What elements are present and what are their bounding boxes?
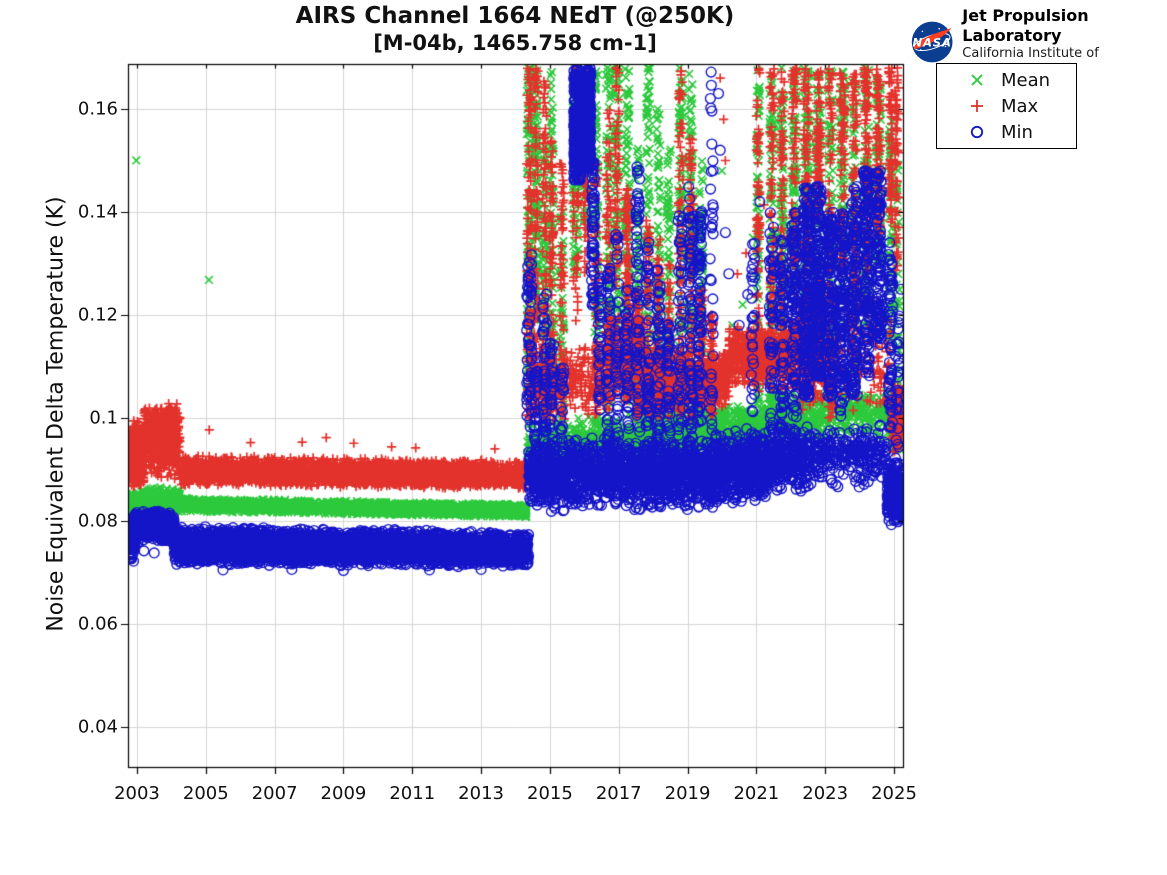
legend-item-max: Max [937,93,1076,119]
legend-marker [965,68,989,92]
x-tick-label: 2003 [114,783,160,804]
legend-marker [965,94,989,118]
y-tick-label: 0.08 [77,510,118,532]
legend-label: Max [1001,95,1039,117]
x-tick-label: 2013 [458,783,504,804]
x-tick-label: 2017 [595,783,642,804]
chart-subtitle: [M-04b, 1465.758 cm-1] [373,31,657,55]
x-tick-label: 2007 [251,783,298,804]
legend-item-mean: Mean [937,67,1076,93]
nasa-logo-icon: NASA [911,21,953,63]
x-tick-label: 2025 [871,783,917,804]
y-axis-label: Noise Equivalent Delta Temperature (K) [43,195,69,632]
x-tick-label: 2011 [389,783,436,804]
legend-item-min: Min [937,119,1076,145]
y-tick-label: 0.14 [77,201,118,223]
nasa-logo-text: NASA [913,35,952,49]
x-tick-label: 2021 [733,783,780,804]
x-tick-label: 2009 [320,783,367,804]
x-tick-label: 2015 [527,783,573,804]
chart-title-block: AIRS Channel 1664 NEdT (@250K) [M-04b, 1… [296,2,735,56]
y-tick-label: 0.1 [89,407,118,429]
org-name: Jet Propulsion Laboratory [962,6,1089,45]
legend-label: Mean [1001,69,1051,91]
legend-marker [965,120,989,144]
x-marker-icon [971,74,983,86]
x-tick-label: 2019 [664,783,711,804]
y-tick-label: 0.04 [77,716,118,738]
y-tick-label: 0.16 [77,98,118,120]
circle-marker-icon [970,125,984,139]
plus-marker-icon [971,100,983,112]
y-tick-label: 0.12 [77,304,118,326]
legend-label: Min [1001,121,1033,143]
x-tick-label: 2023 [802,783,849,804]
x-tick-label: 2005 [182,783,229,804]
y-tick-label: 0.06 [77,613,118,635]
chart-title: AIRS Channel 1664 NEdT (@250K) [295,3,735,29]
chart-legend: Mean Max Min [936,63,1077,149]
